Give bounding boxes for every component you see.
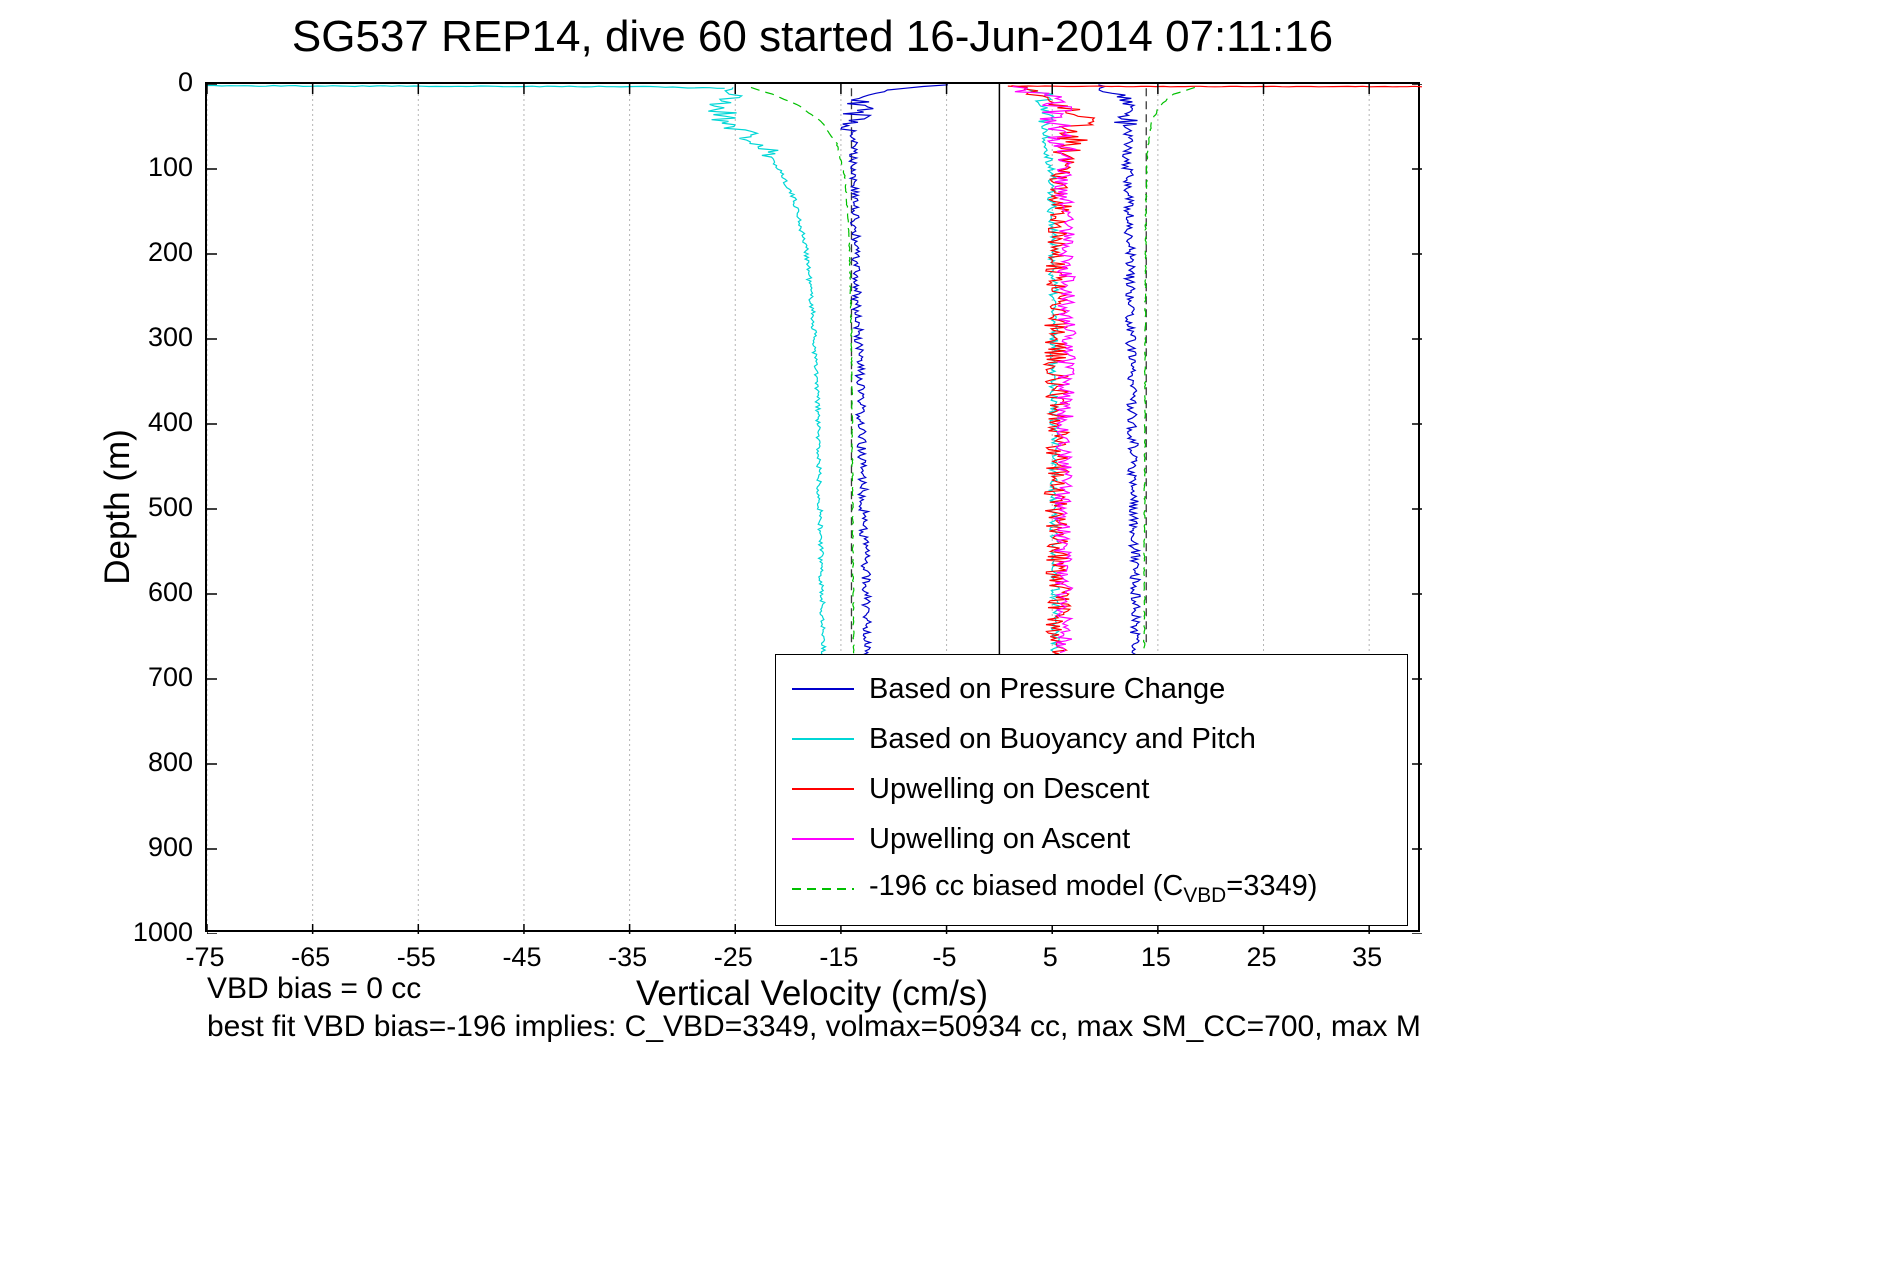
series-line	[207, 84, 725, 89]
y-tick-label: 700	[147, 662, 193, 692]
y-tick-label: 400	[147, 407, 193, 437]
legend-line-sample	[792, 688, 854, 690]
y-tick-label: 800	[147, 747, 193, 777]
legend-item-label: Upwelling on Ascent	[869, 822, 1131, 855]
series-line	[708, 87, 827, 663]
series-line	[750, 86, 855, 663]
y-tick-label: 0	[177, 67, 193, 97]
y-tick-label: 200	[147, 237, 193, 267]
y-tick-label: 300	[147, 322, 193, 352]
series-line	[1022, 85, 1062, 663]
legend-item: Upwelling on Descent	[792, 764, 1407, 814]
legend-item: -196 cc biased model (CVBD=3349)	[792, 864, 1407, 914]
chart-title: SG537 REP14, dive 60 started 16-Jun-2014…	[291, 12, 1334, 61]
x-tick-label: 5	[1042, 942, 1058, 972]
x-tick-label: 25	[1246, 942, 1277, 972]
y-tick-label: 1000	[132, 917, 193, 947]
x-tick-label: 35	[1352, 942, 1383, 972]
legend-line-sample	[792, 888, 854, 890]
x-tick-label: -25	[713, 942, 753, 972]
y-tick-label: 900	[147, 832, 193, 862]
x-tick-label: -5	[932, 942, 957, 972]
x-tick-label: -45	[502, 942, 542, 972]
legend-item-label: Based on Pressure Change	[869, 672, 1226, 705]
x-tick-label: -35	[608, 942, 648, 972]
y-tick-label: 600	[147, 577, 193, 607]
legend-line-sample	[792, 838, 854, 840]
legend-item-label: Based on Buoyancy and Pitch	[869, 722, 1256, 755]
legend-item: Upwelling on Ascent	[792, 814, 1407, 864]
series-line	[1098, 84, 1142, 662]
series-line	[1007, 85, 1422, 88]
x-tick-label: -15	[819, 942, 859, 972]
legend-item: Based on Pressure Change	[792, 664, 1407, 714]
vbd-bias-note: VBD bias = 0 cc	[207, 972, 422, 1005]
y-tick-label: 100	[147, 152, 193, 182]
legend-line-sample	[792, 788, 854, 790]
legend-item-label: -196 cc biased model (CVBD=3349)	[869, 870, 1318, 907]
legend-item: Based on Buoyancy and Pitch	[792, 714, 1407, 764]
series-line	[1012, 85, 1077, 654]
x-tick-label: -55	[396, 942, 436, 972]
x-tick-label: 15	[1140, 942, 1171, 972]
series-line	[1142, 86, 1195, 663]
legend-line-sample	[792, 738, 854, 740]
best-fit-note: best fit VBD bias=-196 implies: C_VBD=33…	[207, 1010, 1421, 1043]
x-axis-label: Vertical Velocity (cm/s)	[635, 974, 989, 1013]
plot-canvas	[207, 84, 1422, 934]
legend: Based on Pressure Change Based on Buoyanc…	[775, 654, 1408, 926]
x-tick-label: -75	[185, 942, 225, 972]
series-line	[1011, 85, 1096, 663]
series-line	[840, 84, 949, 662]
legend-item-label: Upwelling on Descent	[869, 772, 1150, 805]
y-tick-label: 500	[147, 492, 193, 522]
x-tick-label: -65	[291, 942, 331, 972]
